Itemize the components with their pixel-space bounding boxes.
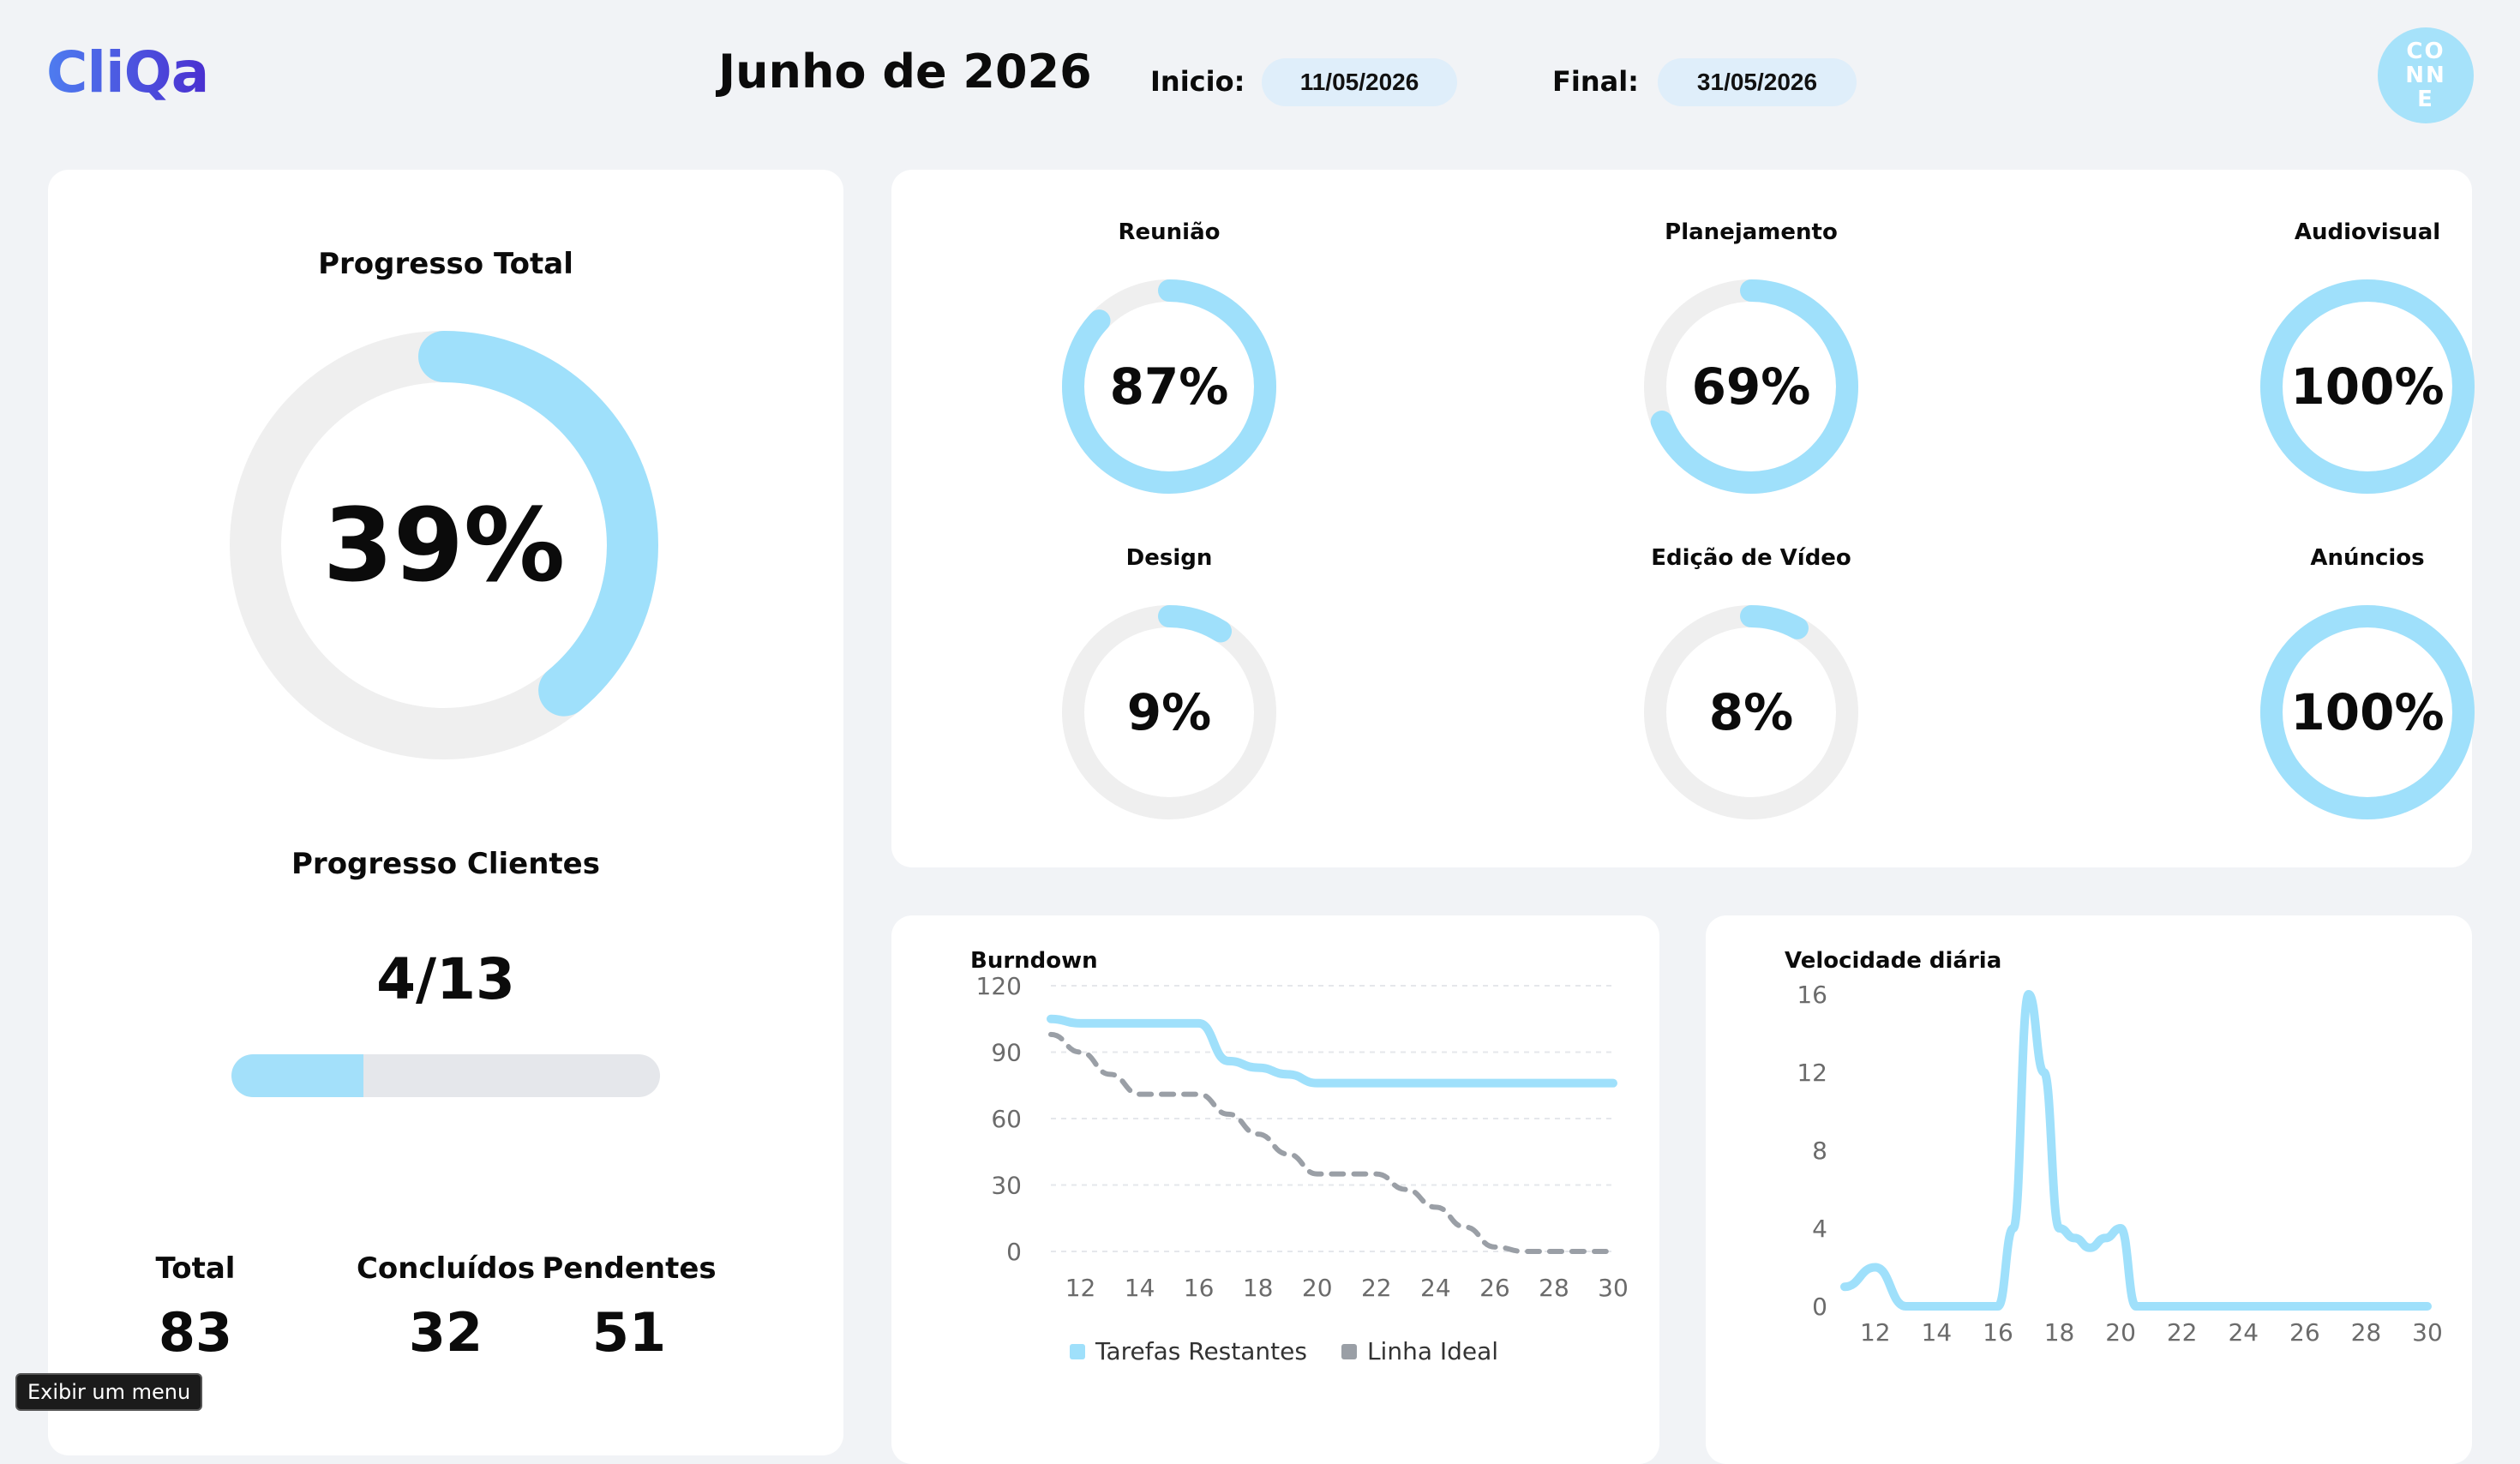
x-tick-label: 14 <box>1922 1318 1953 1347</box>
header: CliQa Junho de 2026 Inicio: 11/05/2026 F… <box>0 0 2520 163</box>
category-title: Audiovisual <box>2294 219 2441 245</box>
avatar-text-line: CO <box>2406 39 2445 64</box>
category-title: Design <box>1125 545 1213 571</box>
y-tick-label: 16 <box>1797 981 1827 1009</box>
donut-progress-arc <box>230 331 658 759</box>
x-tick-label: 26 <box>2289 1318 2320 1347</box>
start-date-label: Inicio: <box>1150 65 1245 98</box>
x-tick-label: 24 <box>2228 1318 2259 1347</box>
velocity-chart: 0 4 8 12 16 12 14 16 18 20 22 24 26 28 30 <box>1797 981 2443 1347</box>
clients-progress-fill <box>231 1054 363 1097</box>
categories-card: Reunião 87% Planejamento 69% Audiovisual 100%… <box>891 170 2475 867</box>
category-donut <box>1644 279 1858 494</box>
ideal-line-series <box>1048 1031 1616 1254</box>
x-tick-label: 12 <box>1860 1318 1891 1347</box>
category-title: Reunião <box>1118 219 1221 245</box>
x-tick-label: 22 <box>1361 1274 1392 1302</box>
menu-tooltip[interactable]: Exibir um menu <box>15 1373 203 1411</box>
stat-done-label: Concluídos <box>356 1251 536 1286</box>
start-date-picker[interactable]: 11/05/2026 <box>1262 58 1457 106</box>
category-percent: 9% <box>1126 683 1212 741</box>
burndown-chart: 0 30 60 90 120 12 14 16 18 20 22 24 26 28 30 <box>976 972 1629 1302</box>
burndown-card: Burndown 0 30 60 90 120 12 14 16 18 20 22 24 26 28 30 <box>891 915 1659 1464</box>
y-tick-label: 0 <box>1006 1238 1022 1266</box>
category-percent: 100% <box>2290 357 2445 416</box>
x-tick-label: 12 <box>1065 1274 1096 1302</box>
donut-progress-arc <box>2260 279 2475 494</box>
category-title: Planejamento <box>1665 219 1838 245</box>
category-donut <box>2260 605 2475 819</box>
clients-progress-value: 4/13 <box>376 946 515 1012</box>
clients-progress-title: Progresso Clientes <box>291 847 600 881</box>
legend-item-remaining[interactable]: Tarefas Restantes <box>1070 1337 1307 1365</box>
x-tick-label: 30 <box>2412 1318 2443 1347</box>
x-tick-label: 30 <box>1598 1274 1629 1302</box>
category-title: Anúncios <box>2310 545 2425 571</box>
x-tick-label: 16 <box>1983 1318 2013 1347</box>
velocity-title: Velocidade diária <box>1785 948 2002 974</box>
total-progress-title: Progresso Total <box>318 247 573 281</box>
x-tick-label: 14 <box>1125 1274 1155 1302</box>
y-tick-label: 12 <box>1797 1059 1827 1087</box>
x-tick-label: 28 <box>2351 1318 2382 1347</box>
total-progress-value: 39% <box>322 486 566 604</box>
velocity-card: Velocidade diária 0 4 8 12 16 12 14 16 18 20 22 24 2… <box>1706 915 2472 1464</box>
avatar-text-line: NN <box>2405 63 2446 88</box>
y-tick-label: 90 <box>991 1039 1022 1067</box>
remaining-line-series <box>1047 1014 1617 1088</box>
y-tick-label: 120 <box>976 972 1022 1000</box>
clients-progress-bar <box>231 1054 660 1097</box>
category-donut <box>1062 279 1276 494</box>
donut-progress-arc <box>2260 605 2475 819</box>
page-title: Junho de 2026 <box>718 45 1092 99</box>
total-progress-donut <box>230 331 658 759</box>
legend-item-ideal[interactable]: Linha Ideal <box>1341 1337 1498 1365</box>
burndown-legend: Tarefas Restantes Linha Ideal <box>1070 1337 1533 1365</box>
avatar-text-line: E <box>2417 87 2434 112</box>
x-tick-label: 28 <box>1539 1274 1569 1302</box>
burndown-title: Burndown <box>970 948 1098 974</box>
category-percent: 100% <box>2290 683 2445 741</box>
category-title: Edição de Vídeo <box>1651 545 1851 571</box>
category-percent: 8% <box>1708 683 1794 741</box>
category-percent: 87% <box>1109 357 1229 416</box>
category-donut <box>1644 605 1858 819</box>
x-tick-label: 20 <box>2105 1318 2136 1347</box>
stat-total-value: 83 <box>158 1301 233 1364</box>
y-tick-label: 8 <box>1812 1137 1827 1165</box>
legend-label-ideal: Linha Ideal <box>1366 1337 1499 1365</box>
remaining-line-series <box>1840 990 2432 1311</box>
donut-progress-arc <box>1062 605 1276 819</box>
overall-progress-card: Progresso Total 39% Progresso Clientes 4… <box>48 170 843 1455</box>
category-percent: 69% <box>1691 357 1811 416</box>
x-tick-label: 16 <box>1184 1274 1215 1302</box>
end-date-label: Final: <box>1552 65 1639 98</box>
stat-pending-value: 51 <box>591 1301 667 1364</box>
app-logo[interactable]: CliQa <box>46 39 209 105</box>
stat-total-label: Total <box>155 1251 236 1286</box>
legend-swatch-remaining <box>1070 1343 1085 1359</box>
x-tick-label: 26 <box>1479 1274 1510 1302</box>
y-tick-label: 60 <box>991 1105 1022 1133</box>
donut-progress-arc <box>1644 605 1858 819</box>
stat-done-value: 32 <box>408 1301 483 1364</box>
y-tick-label: 0 <box>1812 1293 1827 1321</box>
x-tick-label: 20 <box>1302 1274 1333 1302</box>
x-tick-label: 22 <box>2167 1318 2198 1347</box>
y-tick-label: 30 <box>991 1172 1022 1200</box>
legend-label-remaining: Tarefas Restantes <box>1095 1337 1307 1365</box>
avatar[interactable]: CO NN E <box>2378 27 2474 123</box>
y-tick-label: 4 <box>1812 1215 1827 1243</box>
end-date-picker[interactable]: 31/05/2026 <box>1658 58 1857 106</box>
x-tick-label: 24 <box>1420 1274 1451 1302</box>
donut-progress-arc <box>1062 279 1276 494</box>
x-tick-label: 18 <box>1243 1274 1274 1302</box>
category-donut <box>1062 605 1276 819</box>
category-donut <box>2260 279 2475 494</box>
donut-progress-arc <box>1644 279 1858 494</box>
x-tick-label: 18 <box>2044 1318 2075 1347</box>
stat-pending-label: Pendentes <box>542 1251 717 1286</box>
legend-swatch-ideal <box>1341 1343 1357 1359</box>
